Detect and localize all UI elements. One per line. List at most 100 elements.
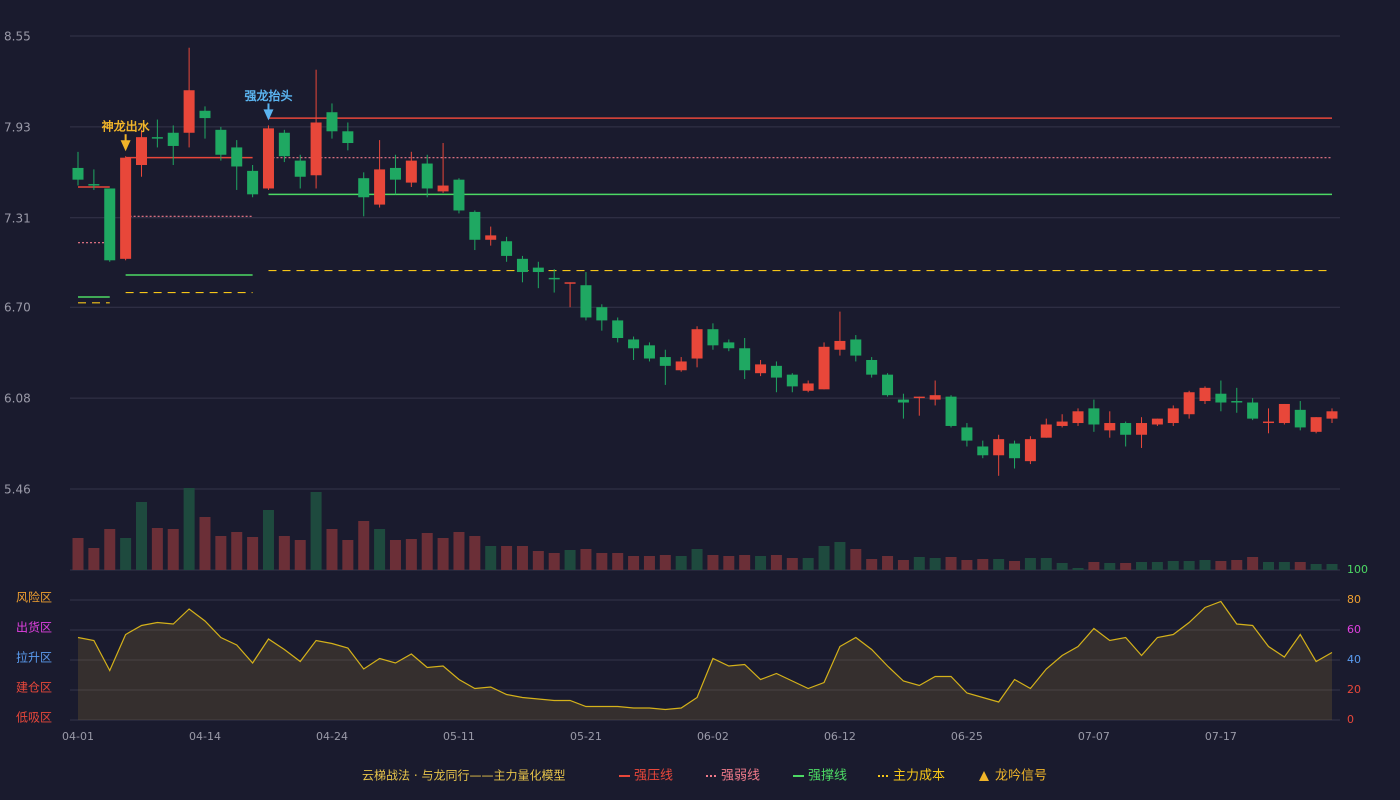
volume-bar — [389, 540, 401, 570]
volume-bar — [850, 549, 862, 570]
candle-body — [834, 340, 846, 350]
candle-body — [1072, 411, 1084, 424]
candle-body — [1104, 423, 1116, 431]
volume-bar — [643, 556, 655, 570]
volume-bar — [1183, 561, 1195, 570]
volume-bar — [564, 550, 576, 570]
candle-body — [516, 258, 528, 273]
volume-bar — [580, 549, 592, 570]
volume-bar — [755, 556, 767, 570]
candle-body — [72, 167, 84, 180]
volume-bar — [1056, 563, 1068, 570]
oscillator-line — [77, 600, 1333, 711]
candle-body — [262, 128, 274, 189]
candle-body — [1247, 402, 1259, 419]
y-tick-label: 7.93 — [4, 120, 31, 134]
osc-tick-label: 80 — [1347, 593, 1361, 606]
candle-body — [929, 395, 941, 400]
candle-body — [1009, 443, 1021, 459]
volume-bar — [675, 556, 687, 570]
candle-body — [342, 131, 354, 144]
signal-arrow — [263, 109, 274, 121]
volume-bar — [1040, 558, 1052, 570]
volume-bar — [167, 529, 179, 570]
candle-body — [151, 137, 163, 139]
x-tick-label: 04-24 — [316, 730, 348, 743]
candle-body — [866, 359, 878, 375]
volume-bar — [247, 537, 259, 570]
candle-body — [278, 132, 290, 157]
volume-bar — [1231, 560, 1243, 570]
volume-bar — [151, 528, 163, 570]
volume-bar — [1278, 562, 1290, 570]
volume-bar — [437, 538, 449, 570]
zone-label: 建仓区 — [16, 681, 52, 695]
candle-body — [310, 122, 322, 176]
volume-bar — [945, 557, 957, 570]
candle-body — [326, 112, 338, 132]
y-tick-label: 5.46 — [4, 483, 31, 497]
candle-body — [691, 329, 703, 359]
zone-label: 风险区 — [16, 590, 52, 605]
volume-bar — [818, 546, 830, 570]
volume-bar — [1024, 558, 1036, 570]
volume-bar — [120, 538, 132, 570]
volume-bar — [866, 559, 878, 570]
candle-body — [659, 357, 671, 366]
candle-body — [1263, 421, 1275, 424]
candle-body — [961, 427, 973, 441]
candle-body — [1278, 403, 1290, 424]
volume-bar — [1104, 563, 1116, 570]
legend-label: 强压线 — [634, 769, 673, 784]
candle-body — [358, 178, 370, 198]
volume-bar — [691, 549, 703, 570]
candle-body — [739, 348, 751, 371]
volume-bar — [739, 555, 751, 570]
candle-body — [786, 374, 798, 387]
volume-bar — [659, 555, 671, 570]
volume-bar — [1120, 563, 1132, 570]
candle-body — [485, 235, 497, 240]
candle-body — [897, 399, 909, 403]
x-tick-label: 06-12 — [824, 730, 856, 743]
candle-body — [453, 179, 465, 211]
volume-bar — [977, 559, 989, 570]
volume-bar — [1167, 561, 1179, 570]
volume-bar — [183, 488, 195, 570]
volume-bar — [770, 555, 782, 570]
y-tick-label: 8.55 — [4, 30, 31, 44]
volume-bar — [548, 553, 560, 570]
volume-bar — [1088, 562, 1100, 570]
volume-bar — [723, 556, 735, 570]
candle-body — [850, 339, 862, 356]
candle-body — [1024, 439, 1036, 462]
candle-body — [643, 345, 655, 359]
volume-bar — [310, 492, 322, 570]
volume-bar — [453, 532, 465, 570]
zone-label: 低吸区 — [16, 711, 52, 725]
legend-label: 强撑线 — [808, 769, 847, 784]
volume-bar — [215, 536, 227, 570]
zone-label: 出货区 — [16, 620, 52, 635]
osc-tick-label: 20 — [1347, 683, 1361, 696]
volume-bar — [501, 546, 513, 570]
volume-bar — [802, 558, 814, 570]
candle-body — [167, 132, 179, 146]
volume-bar — [961, 560, 973, 570]
candle-body — [389, 167, 401, 180]
volume-bar — [1263, 562, 1275, 570]
volume-bar — [612, 553, 624, 570]
candle-body — [215, 129, 227, 155]
x-tick-label: 05-21 — [570, 730, 602, 743]
candle-body — [1183, 392, 1195, 415]
volume-bar — [1151, 562, 1163, 570]
candle-body — [818, 346, 830, 390]
candle-body — [945, 396, 957, 426]
candle-body — [183, 90, 195, 133]
volume-bar — [1136, 562, 1148, 570]
volume-bar — [834, 542, 846, 570]
candle-body — [294, 160, 306, 177]
volume-bar — [374, 529, 386, 570]
